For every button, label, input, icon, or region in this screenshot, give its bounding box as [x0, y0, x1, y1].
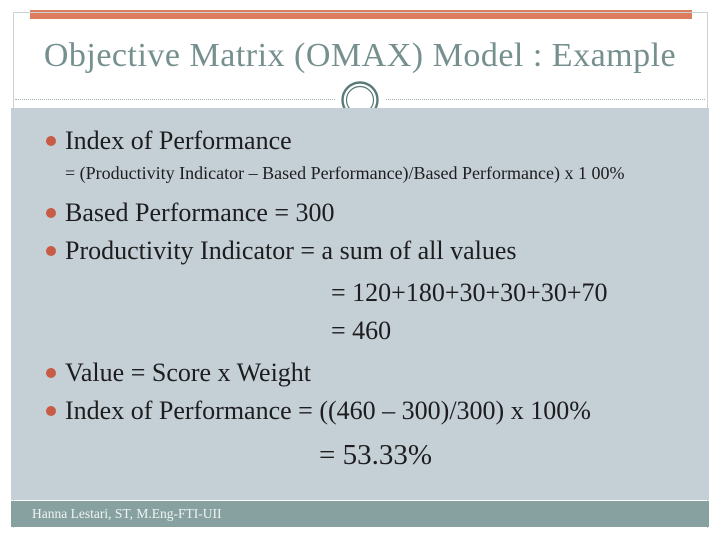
bullet-text: Index of Performance = ((460 – 300)/300)…: [65, 396, 591, 425]
bullet-text: = 460: [331, 316, 392, 345]
continuation-line: = 460: [11, 312, 709, 350]
continuation-line: = 120+180+30+30+30+70: [11, 274, 709, 312]
top-accent-bar: [30, 10, 692, 19]
bullet-dot-icon: [46, 208, 56, 218]
bullet-item: Value = Score x Weight: [11, 354, 709, 392]
bullet-dot-icon: [46, 406, 56, 416]
bullet-text: Index of Performance: [65, 126, 292, 155]
footer-credit: Hanna Lestari, ST, M.Eng-FTI-UII: [32, 506, 222, 521]
bullet-list: Index of Performance = (Productivity Indi…: [11, 108, 709, 500]
footer-bar: Hanna Lestari, ST, M.Eng-FTI-UII: [11, 501, 709, 527]
bullet-text: Based Performance = 300: [65, 198, 335, 227]
bullet-text: Productivity Indicator = a sum of all va…: [65, 236, 517, 265]
bullet-item: Productivity Indicator = a sum of all va…: [11, 232, 709, 270]
bullet-text: = (Productivity Indicator – Based Perfor…: [65, 163, 625, 183]
bullet-text: Value = Score x Weight: [65, 358, 312, 387]
continuation-line: = 53.33%: [11, 436, 709, 474]
bullet-dot-icon: [46, 246, 56, 256]
bullet-text: = 53.33%: [319, 439, 433, 471]
bullet-text: = 120+180+30+30+30+70: [331, 278, 608, 307]
bullet-item: Based Performance = 300: [11, 194, 709, 232]
slide-title: Objective Matrix (OMAX) Model : Example: [43, 37, 677, 74]
bullet-item: Index of Performance = ((460 – 300)/300)…: [11, 392, 709, 430]
continuation-line: = (Productivity Indicator – Based Perfor…: [11, 160, 709, 186]
bullet-dot-icon: [46, 136, 56, 146]
bullet-dot-icon: [46, 368, 56, 378]
bullet-item: Index of Performance: [11, 122, 709, 160]
